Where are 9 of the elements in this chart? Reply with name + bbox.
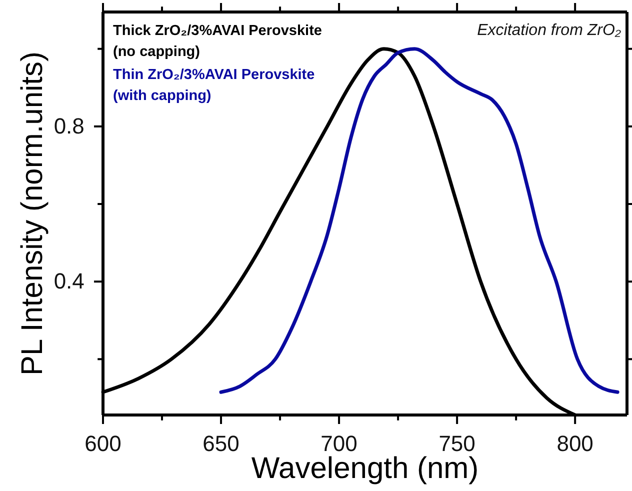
x-tick-label: 650 xyxy=(202,431,240,456)
annotation: Excitation from ZrO₂ xyxy=(477,22,621,39)
x-tick-label: 800 xyxy=(556,431,594,456)
text: Thin ZrO₂/3%AVAI Perovskite (with capping) xyxy=(113,67,315,104)
y-axis-title: PL Intensity (norm.units) xyxy=(16,51,49,376)
x-tick-label: 600 xyxy=(84,431,122,456)
legend-label: Thick ZrO₂/3%AVAI Perovskite (no capping) xyxy=(113,23,322,60)
y-tick-label: 0.8 xyxy=(54,113,84,138)
y-tick-label: 0.4 xyxy=(54,268,84,294)
